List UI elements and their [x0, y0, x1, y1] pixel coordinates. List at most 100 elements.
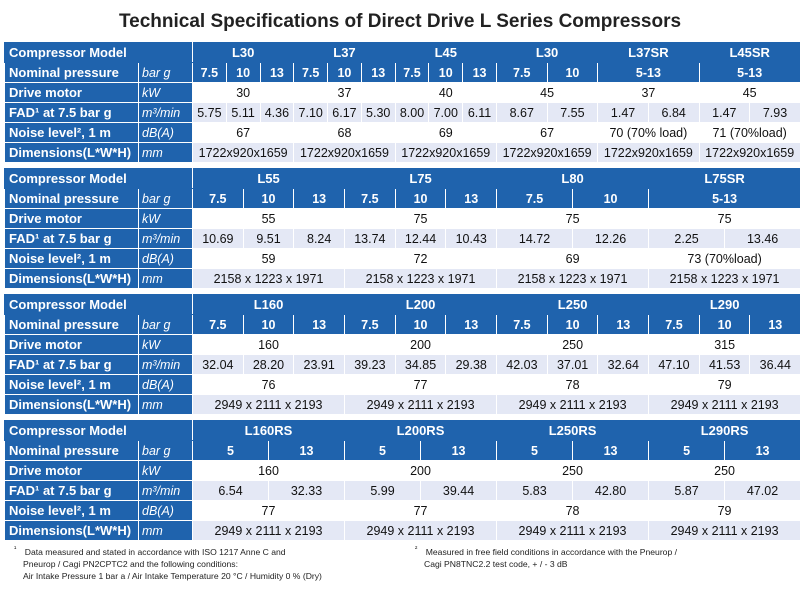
fad-value: 10.69 — [192, 228, 244, 249]
motor-value: 250 — [496, 334, 650, 355]
noise-value: 76 — [191, 374, 346, 395]
footnote-2: ² Measured in free field conditions in a… — [415, 546, 795, 570]
pressure-value: 10 — [327, 62, 362, 83]
fad-value: 34.85 — [394, 354, 447, 375]
motor-value: 200 — [344, 334, 498, 355]
drive-motor-row: Drive motor kW 30 37 40 45 37 45 — [4, 82, 800, 103]
pressure-value: 10 — [572, 188, 650, 209]
row-label-motor: Drive motor — [4, 460, 139, 481]
fad-value: 13.74 — [344, 228, 396, 249]
dimensions-value: 2158 x 1223 x 1971 — [191, 268, 346, 289]
row-label-fad: FAD¹ at 7.5 bar g — [4, 228, 139, 249]
unit-noise: dB(A) — [138, 248, 193, 269]
model-name: L30 — [495, 42, 599, 63]
row-label-motor: Drive motor — [4, 208, 139, 229]
drive-motor-row: Drive motor kW 160 200 250 250 — [4, 460, 800, 481]
unit-pressure: bar g — [138, 314, 193, 335]
noise-value: 67 — [495, 122, 599, 143]
dimensions-value: 2949 x 2111 x 2193 — [191, 394, 346, 415]
model-name: L160RS — [191, 420, 346, 441]
pressure-value: 7.5 — [344, 314, 396, 335]
footnote-1-line-1: Data measured and stated in accordance w… — [24, 547, 286, 557]
noise-level-row: Noise level², 1 m dB(A) 67 68 69 67 70 (70% lo… — [4, 122, 800, 143]
fad-value: 41.53 — [698, 354, 751, 375]
row-label-dims: Dimensions(L*W*H) — [4, 268, 139, 289]
unit-fad: m³/min — [138, 354, 193, 375]
pressure-value: 7.5 — [648, 314, 700, 335]
row-label-model: Compressor Model — [4, 42, 193, 63]
nominal-pressure-row: Nominal pressure bar g 7.5 10 13 7.5 10 13 7.5 10… — [4, 314, 800, 335]
pressure-value: 13 — [597, 314, 650, 335]
fad-row: FAD¹ at 7.5 bar g m³/min 6.54 32.33 5.99 39.4… — [4, 480, 800, 501]
fad-value: 6.84 — [647, 102, 700, 123]
row-label-dims: Dimensions(L*W*H) — [4, 142, 139, 163]
nominal-pressure-row: Nominal pressure bar g 7.5 10 13 7.5 10 13 7.5 10… — [4, 188, 800, 209]
noise-level-row: Noise level², 1 m dB(A) 76 77 78 79 — [4, 374, 800, 395]
fad-value: 1.47 — [698, 102, 751, 123]
noise-value: 67 — [191, 122, 295, 143]
model-name: L200RS — [344, 420, 498, 441]
model-name: L45 — [394, 42, 497, 63]
noise-value: 77 — [191, 500, 346, 521]
fad-value: 36.44 — [749, 354, 800, 375]
noise-value: 78 — [496, 374, 650, 395]
model-name: L75 — [344, 168, 498, 189]
fad-value: 13.46 — [724, 228, 800, 249]
drive-motor-row: Drive motor kW 55 75 75 75 — [4, 208, 800, 229]
spec-table: Compressor Model L30 L37 L45 L30 L37SR L45SR No… — [4, 42, 800, 163]
fad-value: 5.30 — [360, 102, 396, 123]
unit-pressure: bar g — [138, 188, 193, 209]
row-label-motor: Drive motor — [4, 334, 139, 355]
row-label-fad: FAD¹ at 7.5 bar g — [4, 102, 139, 123]
row-label-fad: FAD¹ at 7.5 bar g — [4, 480, 139, 501]
pressure-value: 7.5 — [192, 314, 244, 335]
spec-table: Compressor Model L160RS L200RS L250RS L290RS… — [4, 420, 800, 541]
fad-value: 39.44 — [419, 480, 498, 501]
unit-pressure: bar g — [138, 62, 193, 83]
fad-value: 5.99 — [344, 480, 421, 501]
fad-row: FAD¹ at 7.5 bar g m³/min 5.75 5.11 4.36 7.10 6… — [4, 102, 800, 123]
dimensions-value: 1722x920x1659 — [394, 142, 497, 163]
fad-value: 1.47 — [597, 102, 649, 123]
model-header-row: Compressor Model L160RS L200RS L250RS L290RS — [4, 420, 800, 441]
pressure-value: 10 — [242, 188, 295, 209]
footnote-1: ¹ Data measured and stated in accordance… — [14, 546, 394, 582]
dimensions-value: 2949 x 2111 x 2193 — [191, 520, 346, 541]
unit-pressure: bar g — [138, 440, 193, 461]
pressure-value: 13 — [572, 440, 650, 461]
fad-value: 5.11 — [225, 102, 261, 123]
pressure-value: 10 — [428, 62, 464, 83]
pressure-value: 13 — [419, 440, 498, 461]
pressure-value: 7.5 — [495, 62, 548, 83]
motor-value: 160 — [191, 460, 346, 481]
fad-value: 47.02 — [724, 480, 800, 501]
dimensions-value: 1722x920x1659 — [597, 142, 700, 163]
model-name: L45SR — [698, 42, 800, 63]
pressure-value: 5 — [192, 440, 269, 461]
row-label-dims: Dimensions(L*W*H) — [4, 394, 139, 415]
spec-table: Compressor Model L160 L200 L250 L290 Nominal … — [4, 294, 800, 415]
noise-value: 69 — [496, 248, 650, 269]
pressure-value: 13 — [749, 314, 800, 335]
pressure-value: 13 — [360, 62, 396, 83]
noise-value: 77 — [344, 374, 498, 395]
fad-value: 6.11 — [462, 102, 497, 123]
fad-value: 12.26 — [572, 228, 650, 249]
model-name: L37 — [293, 42, 396, 63]
drive-motor-row: Drive motor kW 160 200 250 315 — [4, 334, 800, 355]
fad-value: 39.23 — [344, 354, 396, 375]
row-label-motor: Drive motor — [4, 82, 139, 103]
noise-value: 68 — [293, 122, 396, 143]
unit-fad: m³/min — [138, 102, 193, 123]
footnote-2-line-1: Measured in free field conditions in acc… — [425, 547, 678, 557]
pressure-value: 5 — [648, 440, 726, 461]
pressure-value: 10 — [242, 314, 295, 335]
fad-value: 8.24 — [293, 228, 346, 249]
dimensions-value: 1722x920x1659 — [698, 142, 800, 163]
footnote-2-mark: ² — [415, 546, 418, 554]
noise-value: 70 (70% load) — [597, 122, 700, 143]
fad-value: 28.20 — [242, 354, 295, 375]
page-title: Technical Specifications of Direct Drive… — [118, 11, 682, 32]
row-label-model: Compressor Model — [4, 420, 193, 441]
noise-value: 69 — [394, 122, 497, 143]
